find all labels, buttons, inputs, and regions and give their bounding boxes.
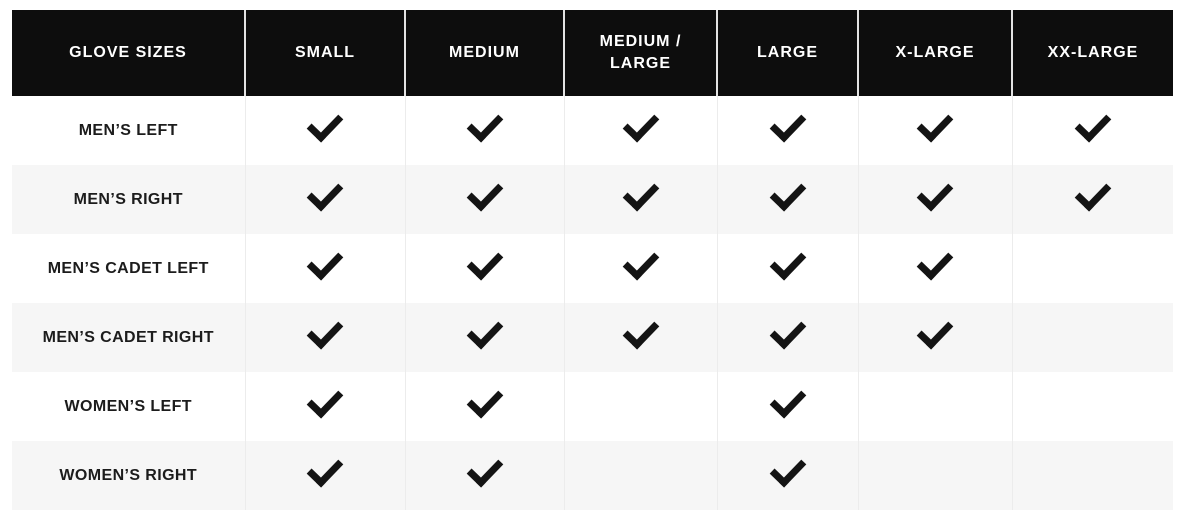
check-icon — [306, 243, 344, 280]
check-icon — [769, 450, 806, 487]
header-small: SMALL — [244, 10, 405, 96]
check-cell — [563, 165, 717, 234]
check-cell — [1011, 165, 1173, 234]
check-cell — [1011, 96, 1173, 165]
check-cell — [244, 234, 405, 303]
check-cell — [716, 165, 858, 234]
header-large: LARGE — [716, 10, 858, 96]
check-cell — [857, 165, 1012, 234]
check-icon — [1074, 105, 1112, 142]
check-cell — [1011, 372, 1173, 441]
check-cell — [563, 441, 717, 510]
check-cell — [716, 303, 858, 372]
table-row: WOMEN’S RIGHT — [12, 441, 1173, 510]
check-cell — [244, 165, 405, 234]
check-icon — [466, 243, 503, 280]
header-x-large: X-LARGE — [857, 10, 1012, 96]
check-cell — [716, 234, 858, 303]
check-icon — [916, 243, 954, 280]
check-icon — [916, 312, 954, 349]
check-cell — [857, 441, 1012, 510]
check-cell — [1011, 303, 1173, 372]
table-header-row: GLOVE SIZES SMALL MEDIUM MEDIUM / LARGE … — [12, 10, 1173, 96]
check-cell — [244, 303, 405, 372]
check-cell — [244, 96, 405, 165]
check-icon — [622, 243, 659, 280]
table-row: MEN’S RIGHT — [12, 165, 1173, 234]
table-row: MEN’S CADET RIGHT — [12, 303, 1173, 372]
check-cell — [404, 96, 564, 165]
check-cell — [563, 96, 717, 165]
table-row: MEN’S CADET LEFT — [12, 234, 1173, 303]
row-label: WOMEN’S RIGHT — [12, 441, 245, 510]
check-cell — [1011, 234, 1173, 303]
header-xx-large: XX-LARGE — [1011, 10, 1173, 96]
check-icon — [769, 174, 806, 211]
header-glove-sizes: GLOVE SIZES — [12, 10, 245, 96]
check-icon — [622, 174, 659, 211]
check-cell — [857, 234, 1012, 303]
check-icon — [622, 312, 659, 349]
check-cell — [1011, 441, 1173, 510]
table-row: MEN’S LEFT — [12, 96, 1173, 165]
check-cell — [716, 96, 858, 165]
check-icon — [466, 105, 503, 142]
check-cell — [404, 372, 564, 441]
check-cell — [404, 234, 564, 303]
check-icon — [306, 450, 344, 487]
check-cell — [857, 372, 1012, 441]
check-cell — [244, 441, 405, 510]
row-label: MEN’S LEFT — [12, 96, 245, 165]
check-icon — [306, 312, 344, 349]
check-icon — [306, 174, 344, 211]
check-icon — [466, 312, 503, 349]
check-cell — [563, 303, 717, 372]
glove-size-table: GLOVE SIZES SMALL MEDIUM MEDIUM / LARGE … — [12, 10, 1173, 510]
check-cell — [404, 303, 564, 372]
header-medium-large: MEDIUM / LARGE — [563, 10, 717, 96]
check-cell — [857, 303, 1012, 372]
check-icon — [916, 174, 954, 211]
check-icon — [769, 312, 806, 349]
check-icon — [306, 381, 344, 418]
check-icon — [466, 174, 503, 211]
check-cell — [244, 372, 405, 441]
table-row: WOMEN’S LEFT — [12, 372, 1173, 441]
row-label: MEN’S CADET RIGHT — [12, 303, 245, 372]
check-cell — [716, 372, 858, 441]
check-cell — [857, 96, 1012, 165]
check-icon — [622, 105, 659, 142]
row-label: MEN’S CADET LEFT — [12, 234, 245, 303]
check-icon — [769, 381, 806, 418]
check-cell — [404, 165, 564, 234]
check-icon — [306, 105, 344, 142]
header-medium: MEDIUM — [404, 10, 564, 96]
row-label: WOMEN’S LEFT — [12, 372, 245, 441]
check-cell — [716, 441, 858, 510]
check-icon — [916, 105, 954, 142]
row-label: MEN’S RIGHT — [12, 165, 245, 234]
check-cell — [563, 372, 717, 441]
check-icon — [769, 105, 806, 142]
check-icon — [769, 243, 806, 280]
check-icon — [466, 450, 503, 487]
check-icon — [1074, 174, 1112, 211]
check-cell — [563, 234, 717, 303]
check-icon — [466, 381, 503, 418]
check-cell — [404, 441, 564, 510]
